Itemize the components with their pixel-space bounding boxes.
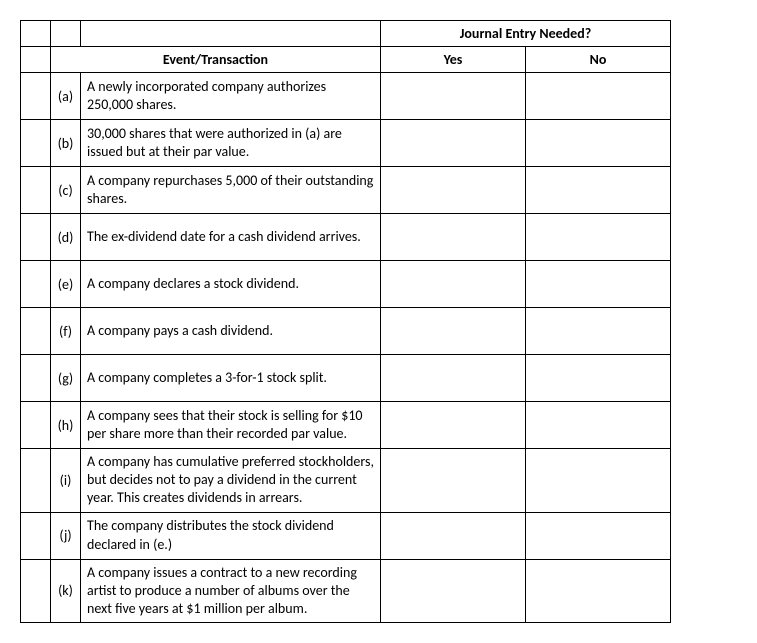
- blank-cell: [21, 512, 51, 559]
- journal-entry-table: Journal Entry Needed? Event/Transaction …: [20, 20, 671, 623]
- row-letter: (h): [51, 402, 81, 449]
- table-row: (b)30,000 shares that were authorized in…: [21, 120, 671, 167]
- blank-cell: [21, 261, 51, 308]
- row-letter: (g): [51, 355, 81, 402]
- blank-cell: [21, 214, 51, 261]
- event-cell: A company pays a cash dividend.: [81, 308, 381, 355]
- blank-header-3: [81, 21, 381, 47]
- no-cell: [526, 402, 671, 449]
- table-row: (c)A company repurchases 5,000 of their …: [21, 167, 671, 214]
- event-cell: The ex-dividend date for a cash dividend…: [81, 214, 381, 261]
- journal-entry-header: Journal Entry Needed?: [381, 21, 671, 47]
- yes-cell: [381, 120, 526, 167]
- event-cell: A company repurchases 5,000 of their out…: [81, 167, 381, 214]
- event-cell: A company sees that their stock is selli…: [81, 402, 381, 449]
- no-cell: [526, 449, 671, 513]
- row-letter: (c): [51, 167, 81, 214]
- blank-cell: [21, 355, 51, 402]
- yes-cell: [381, 261, 526, 308]
- table-row: (f)A company pays a cash dividend.: [21, 308, 671, 355]
- table-row: (k)A company issues a contract to a new …: [21, 559, 671, 623]
- no-cell: [526, 559, 671, 623]
- no-cell: [526, 214, 671, 261]
- yes-cell: [381, 512, 526, 559]
- no-header: No: [526, 47, 671, 73]
- table-row: (j)The company distributes the stock div…: [21, 512, 671, 559]
- no-cell: [526, 73, 671, 120]
- yes-cell: [381, 214, 526, 261]
- blank-header-1: [21, 21, 51, 47]
- row-letter: (f): [51, 308, 81, 355]
- event-cell: A newly incorporated company authorizes …: [81, 73, 381, 120]
- yes-cell: [381, 355, 526, 402]
- blank-cell: [21, 167, 51, 214]
- row-letter: (a): [51, 73, 81, 120]
- no-cell: [526, 308, 671, 355]
- yes-cell: [381, 73, 526, 120]
- event-cell: A company issues a contract to a new rec…: [81, 559, 381, 623]
- blank-cell: [21, 402, 51, 449]
- blank-cell: [21, 120, 51, 167]
- no-cell: [526, 512, 671, 559]
- row-letter: (j): [51, 512, 81, 559]
- yes-cell: [381, 167, 526, 214]
- header-row-2: Event/Transaction Yes No: [21, 47, 671, 73]
- event-cell: A company completes a 3-for-1 stock spli…: [81, 355, 381, 402]
- no-cell: [526, 355, 671, 402]
- row-letter: (e): [51, 261, 81, 308]
- table-row: (i)A company has cumulative preferred st…: [21, 449, 671, 513]
- blank-header-4: [21, 47, 51, 73]
- no-cell: [526, 120, 671, 167]
- table-row: (h)A company sees that their stock is se…: [21, 402, 671, 449]
- blank-cell: [21, 559, 51, 623]
- event-cell: 30,000 shares that were authorized in (a…: [81, 120, 381, 167]
- event-cell: A company has cumulative preferred stock…: [81, 449, 381, 513]
- yes-cell: [381, 449, 526, 513]
- yes-cell: [381, 402, 526, 449]
- row-letter: (d): [51, 214, 81, 261]
- yes-cell: [381, 308, 526, 355]
- blank-cell: [21, 449, 51, 513]
- event-header: Event/Transaction: [51, 47, 381, 73]
- row-letter: (i): [51, 449, 81, 513]
- yes-cell: [381, 559, 526, 623]
- table-row: (g)A company completes a 3-for-1 stock s…: [21, 355, 671, 402]
- event-cell: A company declares a stock dividend.: [81, 261, 381, 308]
- yes-header: Yes: [381, 47, 526, 73]
- row-letter: (k): [51, 559, 81, 623]
- blank-cell: [21, 308, 51, 355]
- event-cell: The company distributes the stock divide…: [81, 512, 381, 559]
- row-letter: (b): [51, 120, 81, 167]
- blank-header-2: [51, 21, 81, 47]
- table-row: (d)The ex-dividend date for a cash divid…: [21, 214, 671, 261]
- table-row: (e)A company declares a stock dividend.: [21, 261, 671, 308]
- no-cell: [526, 167, 671, 214]
- header-row-1: Journal Entry Needed?: [21, 21, 671, 47]
- blank-cell: [21, 73, 51, 120]
- table-row: (a)A newly incorporated company authoriz…: [21, 73, 671, 120]
- no-cell: [526, 261, 671, 308]
